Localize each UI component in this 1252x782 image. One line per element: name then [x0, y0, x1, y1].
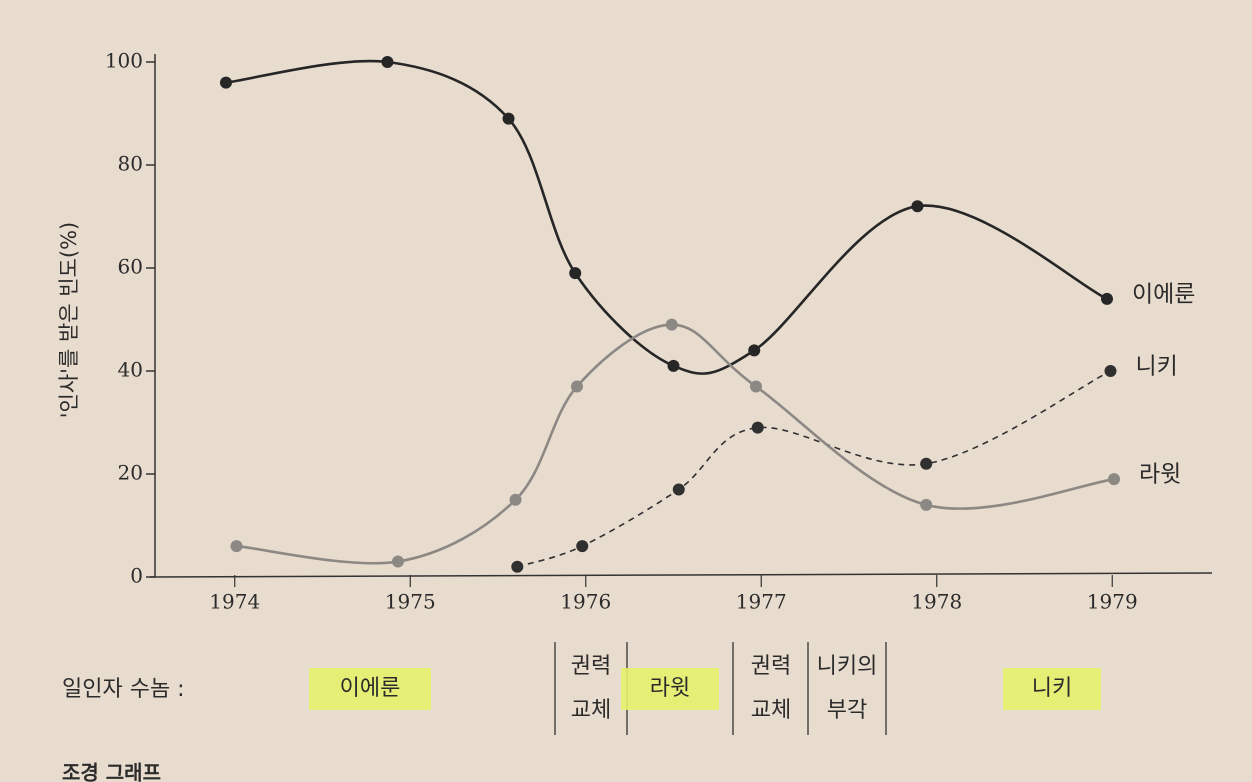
series-label: 라윗	[1139, 462, 1181, 488]
data-point	[391, 555, 404, 568]
regime-text: 권력	[751, 654, 791, 679]
data-point	[920, 498, 933, 511]
y-tick-label: 40	[118, 358, 143, 382]
series-label: 니키	[1135, 354, 1177, 380]
regime-text: 교체	[571, 698, 611, 723]
series-line	[517, 370, 1111, 568]
y-axis-label: '인사'를 받은 빈도(%)	[57, 222, 81, 418]
data-point	[502, 112, 515, 125]
regime-text: 니키	[1032, 676, 1072, 701]
data-point	[665, 318, 678, 331]
regime-label: 일인자 수놈 :	[62, 677, 185, 702]
regime-text: 니키의	[817, 654, 878, 679]
regime-text: 권력	[571, 654, 611, 679]
data-point	[1100, 292, 1113, 305]
data-point	[576, 540, 589, 553]
data-point	[1108, 473, 1121, 486]
regime-text: 부각	[827, 698, 867, 723]
y-tick-label: 100	[105, 49, 143, 73]
x-tick-label: 1978	[911, 590, 962, 614]
data-point	[920, 457, 933, 470]
data-point	[672, 483, 685, 496]
data-point	[509, 493, 522, 506]
highlight	[309, 668, 431, 710]
y-tick-label: 20	[118, 461, 143, 485]
regime-text: 이에룬	[340, 676, 401, 701]
x-tick-label: 1975	[385, 590, 436, 614]
x-tick-label: 1977	[736, 590, 787, 614]
data-point	[1104, 365, 1117, 377]
y-tick-label: 80	[118, 152, 143, 176]
data-point	[911, 200, 924, 213]
y-tick-label: 0	[130, 564, 143, 588]
data-point	[667, 359, 680, 372]
y-tick-label: 60	[118, 255, 143, 279]
x-tick-label: 1976	[560, 590, 611, 614]
caption: 조경 그래프	[62, 761, 161, 782]
data-point	[751, 421, 764, 434]
highlight	[1003, 668, 1101, 710]
highlight	[621, 668, 719, 710]
regime-text: 교체	[751, 698, 791, 723]
data-point	[749, 380, 762, 393]
regime-text: 라윗	[650, 676, 690, 701]
data-point	[381, 56, 394, 68]
data-point	[748, 344, 761, 357]
data-point	[511, 560, 524, 573]
data-point	[230, 540, 243, 553]
x-tick-label: 1974	[209, 590, 260, 614]
x-axis	[149, 572, 1213, 578]
data-point	[219, 76, 232, 89]
data-point	[570, 380, 583, 393]
series-label: 이에룬	[1132, 281, 1195, 307]
data-point	[569, 267, 582, 280]
x-tick-label: 1979	[1087, 590, 1138, 614]
